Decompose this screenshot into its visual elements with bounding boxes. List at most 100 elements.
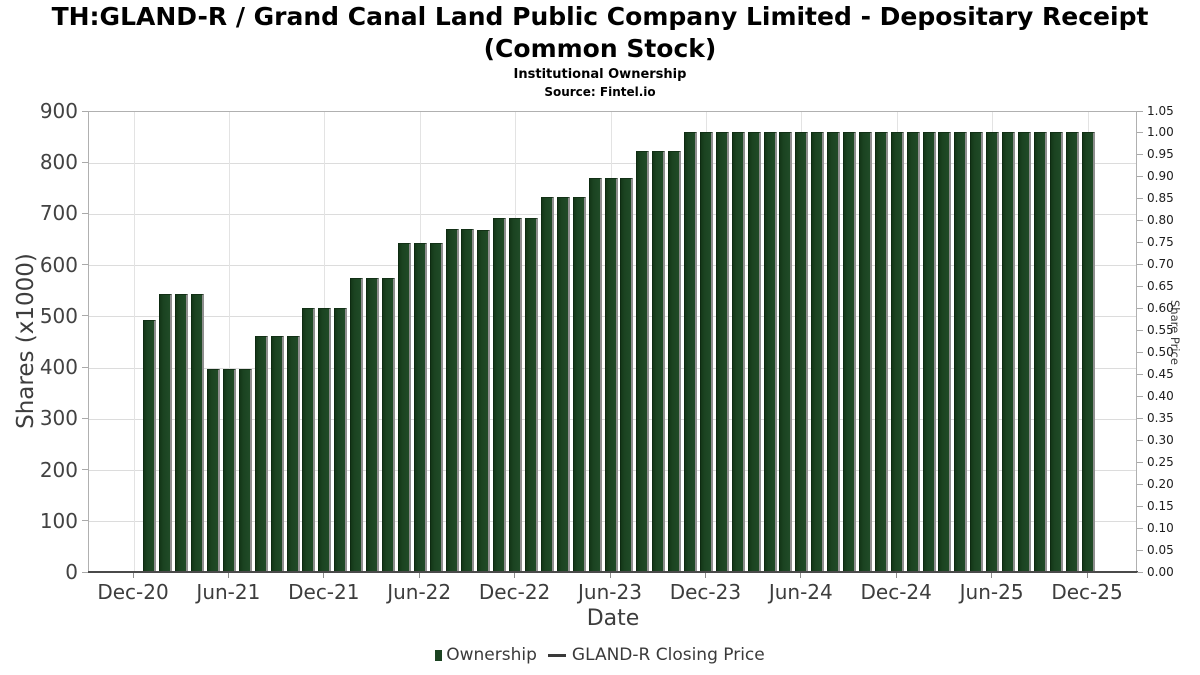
y-tick-label-left: 500 <box>39 303 78 328</box>
x-tick-mark <box>227 573 229 578</box>
y-tick-mark-right <box>1137 132 1143 134</box>
y-tick-label-right: 0.40 <box>1147 388 1174 403</box>
y-tick-label-right: 0.35 <box>1147 410 1174 425</box>
bar-Nov-23 <box>684 132 697 571</box>
bar-Oct-25 <box>1049 132 1063 571</box>
bar-Mar-25 <box>938 132 952 571</box>
x-tick-mark <box>323 573 325 578</box>
bar-Jun-22 <box>413 243 427 571</box>
y-axis-label-left: Shares (x1000) <box>13 253 39 429</box>
y-tick-label-right: 0.90 <box>1147 169 1174 184</box>
x-axis-label: Date <box>586 606 640 631</box>
bar-Oct-24 <box>858 132 872 571</box>
y-tick-label-right: 0.50 <box>1147 344 1174 359</box>
bar-Jan-22 <box>334 308 348 571</box>
x-tick-mark <box>609 573 611 578</box>
x-tick-mark <box>991 573 993 578</box>
y-tick-mark-right <box>1137 527 1143 529</box>
bar-Oct-23 <box>668 151 682 571</box>
y-tick-mark-right <box>1137 220 1143 222</box>
y-tick-label-right: 0.55 <box>1147 323 1174 338</box>
bar-Aug-23 <box>636 151 650 571</box>
bar-Apr-23 <box>572 197 586 571</box>
x-tick-label: Dec-22 <box>478 580 551 604</box>
chart-title-line2: (Common Stock) <box>483 34 717 63</box>
legend: Ownership GLAND-R Closing Price <box>0 645 1200 665</box>
bar-Jul-24 <box>811 132 825 571</box>
y-tick-label-right: 0.60 <box>1147 301 1174 316</box>
legend-label-ownership: Ownership <box>446 645 537 665</box>
bar-Sep-24 <box>843 132 856 571</box>
x-tick-label: Jun-21 <box>196 580 261 604</box>
bar-Jan-25 <box>906 132 920 571</box>
y-tick-mark-left <box>82 417 88 419</box>
bar-Dec-24 <box>890 132 904 571</box>
y-tick-label-right: 1.05 <box>1147 103 1174 118</box>
bar-Feb-24 <box>731 132 745 571</box>
x-tick-label: Jun-22 <box>387 580 452 604</box>
y-tick-label-right: 0.20 <box>1147 476 1174 491</box>
bar-Feb-22 <box>350 278 364 571</box>
y-tick-mark-right <box>1137 417 1143 419</box>
y-tick-label-right: 0.80 <box>1147 213 1174 228</box>
y-tick-label-right: 1.00 <box>1147 125 1174 140</box>
x-axis-spine <box>88 571 1138 573</box>
bar-Mar-22 <box>366 278 379 571</box>
y-tick-mark-left <box>82 315 88 317</box>
bar-May-23 <box>588 178 602 571</box>
y-tick-mark-right <box>1137 176 1143 178</box>
bar-Oct-22 <box>477 230 491 571</box>
bar-Jan-24 <box>715 132 729 571</box>
y-tick-label-left: 100 <box>39 508 78 533</box>
bar-Nov-24 <box>874 132 888 571</box>
bar-Mar-21 <box>175 294 189 571</box>
x-tick-label: Dec-23 <box>669 580 742 604</box>
y-tick-mark-left <box>82 469 88 471</box>
bar-Apr-24 <box>763 132 777 571</box>
plot-area <box>88 111 1137 572</box>
chart-source-label: Source: Fintel.io <box>544 85 656 99</box>
x-tick-mark <box>418 573 420 578</box>
x-tick-mark <box>1086 573 1088 578</box>
chart-title: TH:GLAND-R / Grand Canal Land Public Com… <box>20 1 1180 65</box>
x-tick-mark <box>132 573 134 578</box>
y-tick-label-left: 800 <box>39 150 78 175</box>
x-tick-label: Dec-20 <box>97 580 169 604</box>
bar-Jun-25 <box>986 132 1000 571</box>
bar-Jul-25 <box>1002 132 1015 571</box>
x-tick-label: Dec-21 <box>288 580 360 604</box>
bar-Oct-21 <box>286 336 300 571</box>
y-tick-mark-right <box>1137 549 1143 551</box>
gridline-v <box>228 112 230 571</box>
bar-May-21 <box>207 369 220 571</box>
bar-Feb-21 <box>159 294 173 571</box>
bar-Apr-22 <box>381 278 395 571</box>
bar-Apr-21 <box>191 294 205 571</box>
y-tick-label-right: 0.30 <box>1147 432 1174 447</box>
y-tick-mark-right <box>1137 395 1143 397</box>
y-tick-label-left: 700 <box>39 201 78 226</box>
y-tick-label-right: 0.75 <box>1147 235 1174 250</box>
y-tick-label-right: 0.85 <box>1147 191 1174 206</box>
bar-Mar-24 <box>747 132 761 571</box>
bar-Feb-23 <box>540 197 554 571</box>
bar-Apr-25 <box>954 132 968 571</box>
y-tick-label-right: 0.70 <box>1147 257 1174 272</box>
bar-Feb-25 <box>922 132 936 571</box>
y-tick-mark-right <box>1137 264 1143 266</box>
y-tick-mark-right <box>1137 571 1143 573</box>
bar-Sep-23 <box>652 151 666 571</box>
bar-Jul-22 <box>429 243 443 571</box>
bar-Jun-24 <box>795 132 809 571</box>
y-tick-label-right: 0.15 <box>1147 498 1174 513</box>
y-tick-mark-right <box>1137 461 1143 463</box>
y-tick-mark-left <box>82 161 88 163</box>
y-tick-label-left: 400 <box>39 355 78 380</box>
y-tick-mark-left <box>82 212 88 214</box>
y-tick-mark-right <box>1137 439 1143 441</box>
y-tick-mark-right <box>1137 351 1143 353</box>
bar-Jul-21 <box>238 369 252 571</box>
y-tick-mark-left <box>82 520 88 522</box>
bar-May-24 <box>779 132 793 571</box>
